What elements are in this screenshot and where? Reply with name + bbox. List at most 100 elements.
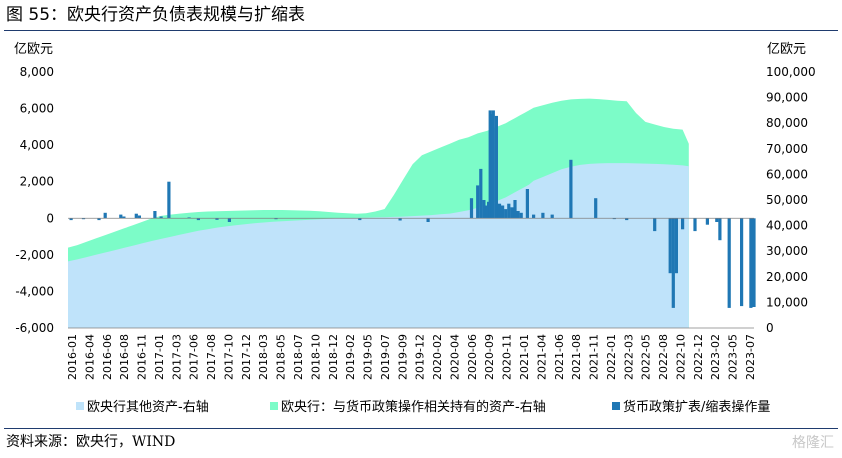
- left-tick-label: 8,000: [20, 65, 54, 79]
- bar-mark: [491, 110, 495, 219]
- right-tick-label: 90,000: [766, 91, 808, 105]
- bar-mark: [476, 185, 480, 219]
- bar-mark: [693, 218, 697, 232]
- right-tick-label: 10,000: [766, 295, 808, 309]
- bar-mark: [97, 218, 101, 221]
- bar-mark: [497, 203, 502, 219]
- legend-label-3: 货币政策扩表/缩表操作量: [623, 399, 770, 415]
- bar-mark: [541, 212, 545, 219]
- bar-mark: [134, 213, 138, 219]
- legend-swatch-1: [76, 402, 84, 410]
- bar-mark: [501, 205, 505, 219]
- bar-mark: [671, 218, 675, 308]
- x-tick-label: 2023-02: [709, 334, 722, 380]
- bar-mark: [516, 211, 520, 219]
- title-divider: [4, 30, 838, 31]
- right-tick-label: 40,000: [766, 219, 808, 233]
- x-tick-label: 2022-01: [605, 334, 618, 380]
- source-note: 资料来源：欧央行，WIND: [6, 434, 176, 450]
- bar-mark: [81, 218, 86, 220]
- left-tick-label: -2,000: [15, 248, 54, 262]
- bar-mark: [507, 203, 511, 219]
- bar-mark: [715, 218, 719, 222]
- bar-mark: [137, 215, 141, 219]
- x-tick-label: 2016-06: [101, 334, 114, 380]
- right-axis-unit: 亿欧元: [767, 42, 806, 57]
- bar-mark: [504, 209, 508, 219]
- bar-mark: [274, 218, 278, 220]
- x-tick-label: 2017-10: [223, 334, 236, 380]
- x-tick-label: 2017-12: [240, 334, 253, 380]
- x-tick-label: 2021-11: [588, 334, 601, 380]
- x-tick-label: 2019-12: [414, 334, 427, 380]
- bar-mark: [532, 214, 536, 219]
- x-tick-label: 2022-12: [692, 334, 705, 380]
- x-tick-label: 2016-08: [118, 334, 131, 380]
- left-tick-label: 4,000: [20, 138, 54, 152]
- watermark-logo: 格隆汇: [792, 435, 834, 451]
- x-tick-label: 2018-03: [257, 334, 270, 380]
- left-tick-label: 6,000: [20, 102, 54, 116]
- legend-swatch-3: [612, 402, 620, 410]
- x-tick-label: 2017-08: [205, 334, 218, 380]
- bar-mark: [674, 218, 678, 274]
- left-tick-label: -6,000: [15, 321, 54, 335]
- bar-mark: [653, 218, 657, 232]
- right-tick-label: 70,000: [766, 142, 808, 156]
- x-tick-label: 2022-08: [657, 334, 670, 380]
- x-tick-label: 2019-05: [362, 334, 375, 380]
- x-tick-label: 2021-06: [553, 334, 566, 380]
- x-tick-label: 2023-07: [744, 334, 757, 380]
- right-tick-label: 80,000: [766, 116, 808, 130]
- bar-mark: [119, 214, 123, 219]
- x-tick-label: 2022-05: [640, 334, 653, 380]
- bar-mark: [513, 200, 517, 219]
- page-title: 图 55：欧央行资产负债表规模与扩缩表: [6, 5, 306, 25]
- x-tick-label: 2020-09: [483, 334, 496, 380]
- bar-mark: [153, 211, 157, 219]
- left-axis-unit: 亿欧元: [14, 42, 53, 57]
- bar-mark: [569, 159, 573, 219]
- x-tick-label: 2017-01: [153, 334, 166, 380]
- right-tick-label: 20,000: [766, 270, 808, 284]
- bar-mark: [69, 218, 73, 221]
- bar-mark: [681, 218, 685, 230]
- x-tick-label: 2020-06: [466, 334, 479, 380]
- x-tick-label: 2020-11: [501, 334, 514, 380]
- legend-swatch-2: [270, 402, 278, 410]
- bar-mark: [122, 216, 126, 219]
- x-tick-label: 2020-02: [431, 334, 444, 380]
- x-tick-label: 2021-04: [535, 334, 548, 380]
- legend-label-1: 欧央行其他资产-右轴: [87, 400, 209, 415]
- right-tick-label: 50,000: [766, 193, 808, 207]
- x-tick-label: 2019-09: [396, 334, 409, 380]
- x-tick-label: 2016-01: [66, 334, 79, 380]
- x-tick-label: 2018-10: [309, 334, 322, 380]
- x-tick-label: 2022-03: [622, 334, 635, 380]
- x-tick-label: 2017-06: [188, 334, 201, 380]
- x-tick-label: 2019-02: [344, 334, 357, 380]
- x-tick-label: 2018-12: [327, 334, 340, 380]
- area-series-group: [68, 98, 689, 328]
- bar-series-group: [69, 110, 756, 308]
- bar-mark: [215, 218, 219, 220]
- x-tick-label: 2019-07: [379, 334, 392, 380]
- left-tick-label: -4,000: [15, 284, 54, 298]
- x-tick-label: 2018-05: [275, 334, 288, 380]
- bar-mark: [668, 218, 672, 274]
- bar-mark: [159, 216, 163, 219]
- right-tick-label: 60,000: [766, 167, 808, 181]
- right-tick-label: 100,000: [766, 65, 816, 79]
- right-tick-label: 30,000: [766, 244, 808, 258]
- x-tick-label: 2022-10: [675, 334, 688, 380]
- legend-label-2: 欧央行：与货币政策操作相关持有的资产-右轴: [281, 399, 546, 415]
- left-tick-label: 0: [46, 211, 54, 225]
- x-tick-label: 2018-07: [292, 334, 305, 380]
- left-tick-label: 2,000: [20, 175, 54, 189]
- x-tick-label: 2020-04: [449, 334, 462, 380]
- bar-mark: [749, 218, 753, 308]
- legend: 欧央行其他资产-右轴 欧央行：与货币政策操作相关持有的资产-右轴 货币政策扩表/缩表…: [76, 399, 770, 415]
- bar-mark: [510, 207, 514, 219]
- bar-mark: [752, 218, 756, 307]
- x-tick-label: 2017-03: [170, 334, 183, 380]
